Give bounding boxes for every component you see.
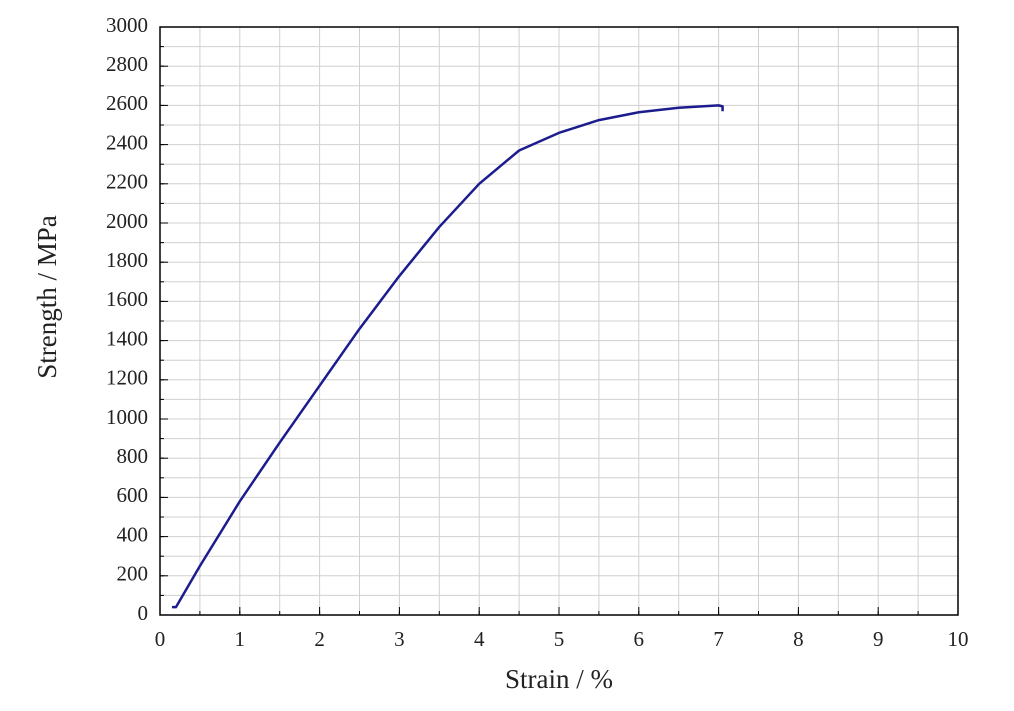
data-line [171, 104, 724, 609]
y-tick-label: 2400 [106, 130, 148, 154]
y-axis-label: Strength / MPa [32, 215, 62, 379]
y-tick-label: 1200 [106, 366, 148, 390]
x-axis-label: Strain / % [505, 664, 613, 694]
y-tick-label: 600 [117, 483, 149, 507]
y-tick-label: 0 [138, 601, 149, 625]
y-tick-label: 2200 [106, 170, 148, 194]
y-tick-label: 2800 [106, 52, 148, 76]
y-tick-label: 1800 [106, 248, 148, 272]
y-tick-label: 2600 [106, 91, 148, 115]
x-tick-label: 8 [793, 627, 804, 651]
x-tick-label: 1 [235, 627, 246, 651]
x-tick-label: 9 [873, 627, 884, 651]
x-tick-label: 0 [155, 627, 166, 651]
y-tick-label: 200 [117, 562, 149, 586]
y-tick-label: 1400 [106, 326, 148, 350]
x-tick-label: 10 [948, 627, 969, 651]
x-tick-label: 3 [394, 627, 405, 651]
y-tick-label: 400 [117, 522, 149, 546]
x-tick-label: 5 [554, 627, 565, 651]
y-tick-label: 800 [117, 444, 149, 468]
x-tick-label: 2 [314, 627, 325, 651]
x-tick-label: 6 [634, 627, 645, 651]
x-tick-label: 7 [713, 627, 724, 651]
x-tick-label: 4 [474, 627, 485, 651]
y-tick-label: 1600 [106, 287, 148, 311]
y-tick-label: 2000 [106, 209, 148, 233]
plot-frame [159, 26, 959, 616]
y-tick-label: 3000 [106, 13, 148, 37]
y-tick-label: 1000 [106, 405, 148, 429]
